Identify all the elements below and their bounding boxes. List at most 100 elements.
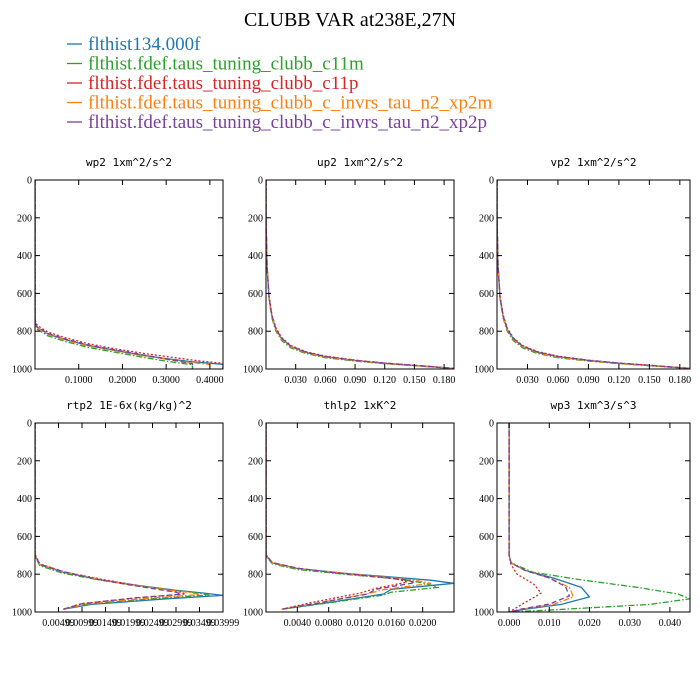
chart-panel: wp2 1xm^2/s^2 0 200 400 600 800 1000 0.1000 0.20… bbox=[12, 156, 224, 386]
legend-label: flthist.fdef.taus_tuning_clubb_c_invrs_t… bbox=[88, 112, 487, 133]
legend: flthist134.000fflthist.fdef.taus_tuning_… bbox=[67, 34, 492, 133]
series-line bbox=[508, 423, 690, 612]
x-tick-label: 0.01999 bbox=[113, 618, 146, 629]
legend-label: flthist.fdef.taus_tuning_clubb_c11p bbox=[88, 73, 359, 94]
x-tick-label: 0.060 bbox=[547, 375, 570, 386]
y-tick-label: 600 bbox=[17, 532, 32, 543]
x-tick-label: 0.030 bbox=[516, 375, 539, 386]
x-tick-label: 0.150 bbox=[403, 375, 426, 386]
x-tick-label: 0.0160 bbox=[378, 618, 406, 629]
series-line bbox=[266, 423, 454, 610]
y-tick-label: 0 bbox=[489, 176, 494, 187]
plot-frame bbox=[265, 179, 455, 370]
y-tick-label: 600 bbox=[479, 289, 494, 300]
plot-frame bbox=[496, 179, 691, 370]
series-line bbox=[508, 423, 542, 612]
y-tick-label: 400 bbox=[17, 494, 32, 505]
series-line bbox=[266, 423, 416, 610]
x-tick-label: 0.010 bbox=[538, 618, 561, 629]
x-tick-label: 0.040 bbox=[659, 618, 682, 629]
series-line bbox=[497, 180, 690, 369]
x-tick-label: 0.150 bbox=[638, 375, 661, 386]
y-tick-label: 0 bbox=[258, 419, 263, 430]
chart-panel: up2 1xm^2/s^2 0 200 400 600 800 1000 0.030 0.060… bbox=[243, 156, 455, 386]
x-tick-label: 0.180 bbox=[433, 375, 456, 386]
y-tick-label: 600 bbox=[479, 532, 494, 543]
x-tick-label: 0.0120 bbox=[346, 618, 374, 629]
series-line bbox=[497, 180, 690, 369]
plot-frame bbox=[34, 179, 224, 370]
x-tick-label: 0.060 bbox=[314, 375, 337, 386]
series-line bbox=[497, 180, 690, 369]
y-tick-label: 200 bbox=[17, 456, 32, 467]
x-tick-label: 0.0080 bbox=[315, 618, 343, 629]
series-line bbox=[35, 423, 223, 610]
y-tick-label: 600 bbox=[248, 289, 263, 300]
y-tick-label: 1000 bbox=[243, 608, 263, 619]
x-tick-label: 0.090 bbox=[344, 375, 367, 386]
panel-title: vp2 1xm^2/s^2 bbox=[550, 156, 636, 169]
y-tick-label: 400 bbox=[479, 251, 494, 262]
x-tick-label: 0.0200 bbox=[409, 618, 437, 629]
chart-panel: thlp2 1xK^2 0 200 400 600 800 1000 0.0040 0.0080… bbox=[243, 399, 455, 629]
y-tick-label: 0 bbox=[258, 176, 263, 187]
y-tick-label: 1000 bbox=[474, 365, 494, 376]
y-tick-label: 0 bbox=[27, 176, 32, 187]
panel-title: wp3 1xm^3/s^3 bbox=[550, 399, 636, 412]
y-tick-label: 400 bbox=[248, 251, 263, 262]
y-tick-label: 800 bbox=[248, 570, 263, 581]
x-tick-label: 0.180 bbox=[669, 375, 692, 386]
x-tick-label: 0.3000 bbox=[152, 375, 180, 386]
x-tick-label: 0.01499 bbox=[89, 618, 122, 629]
series-line bbox=[508, 423, 591, 612]
series-line bbox=[508, 423, 575, 612]
y-tick-label: 800 bbox=[479, 327, 494, 338]
y-tick-label: 800 bbox=[17, 570, 32, 581]
panel-title: rtp2 1E-6x(kg/kg)^2 bbox=[66, 399, 192, 412]
series-line bbox=[497, 180, 690, 369]
panel-title: wp2 1xm^2/s^2 bbox=[86, 156, 172, 169]
y-tick-label: 0 bbox=[27, 419, 32, 430]
series-line bbox=[266, 180, 454, 369]
series-line bbox=[508, 423, 571, 612]
x-tick-label: 0.00999 bbox=[66, 618, 99, 629]
y-tick-label: 1000 bbox=[474, 608, 494, 619]
x-tick-label: 0.030 bbox=[284, 375, 307, 386]
y-tick-label: 200 bbox=[479, 213, 494, 224]
series-line bbox=[266, 423, 408, 610]
x-tick-label: 0.000 bbox=[498, 618, 521, 629]
chart-panel: wp3 1xm^3/s^3 0 200 400 600 800 1000 0.000 0.010… bbox=[474, 399, 691, 629]
plot-frame bbox=[496, 422, 691, 613]
y-tick-label: 1000 bbox=[12, 365, 32, 376]
legend-label: flthist134.000f bbox=[88, 34, 201, 55]
legend-entry: flthist.fdef.taus_tuning_clubb_c_invrs_t… bbox=[67, 112, 487, 133]
y-tick-label: 600 bbox=[17, 289, 32, 300]
chart-panel: vp2 1xm^2/s^2 0 200 400 600 800 1000 0.030 0.060… bbox=[474, 156, 691, 386]
chart-panel: rtp2 1E-6x(kg/kg)^2 0 200 400 600 800 1000 0.00… bbox=[12, 399, 239, 629]
legend-label: flthist.fdef.taus_tuning_clubb_c11m bbox=[88, 54, 364, 75]
legend-entry: flthist.fdef.taus_tuning_clubb_c11m bbox=[67, 54, 364, 75]
x-tick-label: 0.120 bbox=[608, 375, 631, 386]
y-tick-label: 600 bbox=[248, 532, 263, 543]
plot-frame bbox=[265, 422, 455, 613]
x-tick-label: 0.03999 bbox=[207, 618, 240, 629]
x-tick-label: 0.03499 bbox=[183, 618, 216, 629]
y-tick-label: 1000 bbox=[12, 608, 32, 619]
x-tick-label: 0.02499 bbox=[136, 618, 169, 629]
x-tick-label: 0.020 bbox=[578, 618, 601, 629]
series-line bbox=[35, 423, 210, 610]
series-line bbox=[35, 423, 201, 610]
y-tick-label: 400 bbox=[17, 251, 32, 262]
x-tick-label: 0.00499 bbox=[42, 618, 75, 629]
x-tick-label: 0.1000 bbox=[65, 375, 93, 386]
y-tick-label: 0 bbox=[489, 419, 494, 430]
x-tick-label: 0.030 bbox=[618, 618, 641, 629]
figure-title: CLUBB VAR at238E,27N bbox=[244, 9, 456, 31]
series-line bbox=[266, 180, 454, 369]
y-tick-label: 800 bbox=[248, 327, 263, 338]
x-tick-label: 0.02999 bbox=[160, 618, 193, 629]
y-tick-label: 800 bbox=[17, 327, 32, 338]
series-line bbox=[35, 423, 182, 610]
legend-label: flthist.fdef.taus_tuning_clubb_c_invrs_t… bbox=[88, 93, 492, 114]
